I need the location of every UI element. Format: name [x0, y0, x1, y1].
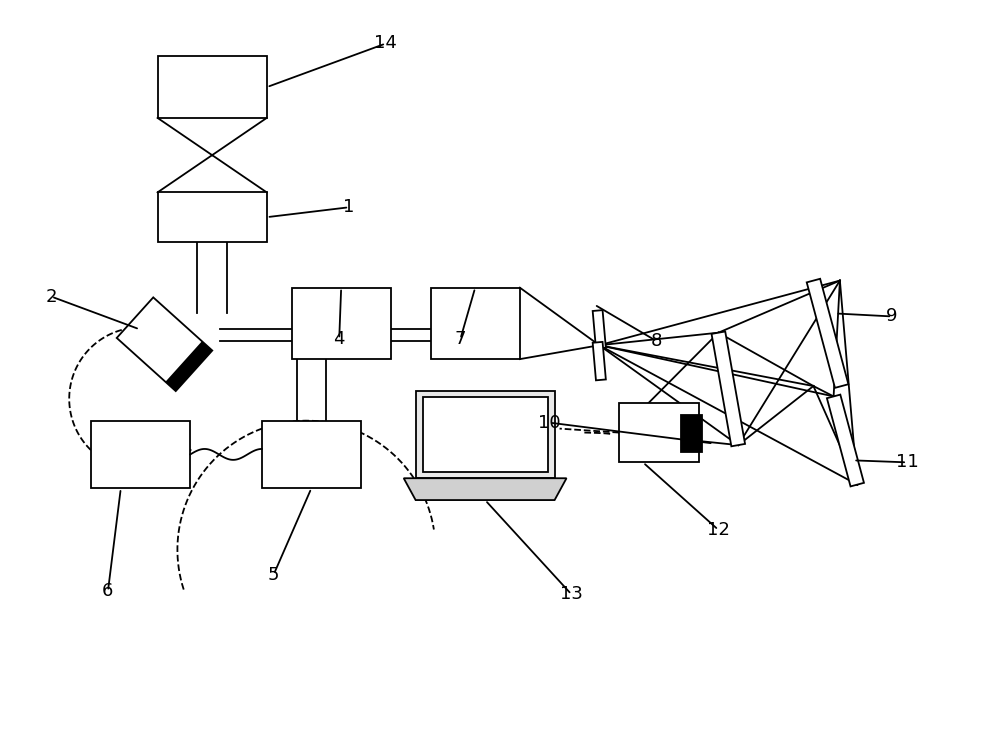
Text: 10: 10: [538, 414, 561, 432]
Text: 4: 4: [333, 330, 345, 348]
Polygon shape: [593, 342, 606, 380]
Text: 2: 2: [46, 288, 57, 306]
Bar: [158, 56, 267, 118]
Polygon shape: [807, 279, 848, 388]
Text: 7: 7: [455, 330, 466, 348]
Bar: [681, 415, 702, 452]
Bar: [423, 397, 548, 472]
Text: 8: 8: [651, 332, 663, 350]
Text: 6: 6: [102, 582, 114, 600]
Polygon shape: [593, 310, 606, 348]
Polygon shape: [712, 331, 745, 446]
Bar: [158, 192, 267, 242]
Text: 14: 14: [374, 35, 397, 53]
Text: 1: 1: [343, 198, 355, 216]
Polygon shape: [165, 341, 212, 391]
Bar: [262, 421, 361, 488]
Bar: [416, 391, 555, 478]
Bar: [292, 288, 391, 359]
Bar: [91, 421, 190, 488]
Text: 9: 9: [886, 307, 898, 325]
Polygon shape: [827, 394, 864, 487]
Polygon shape: [404, 478, 567, 500]
Text: 11: 11: [896, 454, 918, 472]
Polygon shape: [117, 297, 212, 391]
Text: 5: 5: [268, 566, 279, 584]
Bar: [619, 403, 699, 463]
Bar: [431, 288, 520, 359]
Text: 12: 12: [707, 521, 730, 539]
Text: 13: 13: [560, 585, 583, 603]
